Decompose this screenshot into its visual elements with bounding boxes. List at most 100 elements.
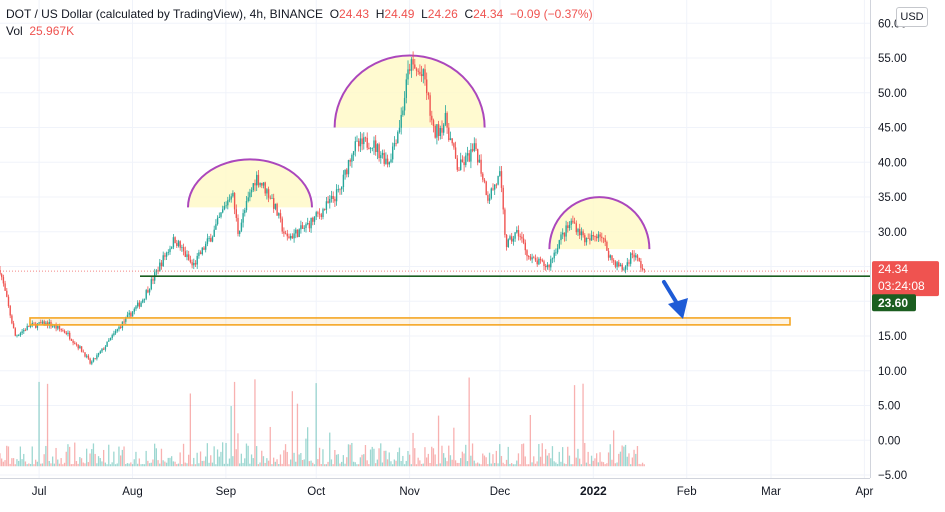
volume-bar bbox=[14, 464, 16, 467]
volume-bar bbox=[318, 447, 321, 467]
candle-body bbox=[509, 236, 511, 240]
volume-bar bbox=[72, 463, 74, 467]
candle-body bbox=[346, 169, 348, 175]
candle-body bbox=[397, 132, 399, 143]
candle-body bbox=[315, 212, 317, 217]
volume-bar bbox=[288, 464, 290, 467]
candle-body bbox=[613, 260, 615, 262]
volume-bar bbox=[130, 462, 132, 467]
volume-bar bbox=[439, 463, 441, 467]
volume-bar bbox=[471, 443, 474, 467]
volume-bar bbox=[451, 459, 453, 467]
volume-bar bbox=[205, 456, 207, 467]
candle-body bbox=[63, 330, 66, 333]
currency-button[interactable]: USD bbox=[896, 7, 928, 27]
candle-body bbox=[616, 262, 618, 267]
candle-body bbox=[606, 241, 608, 251]
candle-body bbox=[33, 322, 35, 324]
symbol-title[interactable]: DOT / US Dollar (calculated by TradingVi… bbox=[6, 7, 324, 21]
time-tick-label: Apr bbox=[855, 486, 873, 498]
volume-bar bbox=[225, 442, 227, 467]
volume-bar bbox=[53, 463, 55, 467]
volume-bar bbox=[218, 456, 220, 467]
price-tick-label: 45.00 bbox=[878, 123, 907, 135]
candle-body bbox=[58, 325, 61, 329]
volume-bar bbox=[490, 463, 492, 467]
volume-bar bbox=[414, 448, 416, 467]
time-axis[interactable]: Jul Aug Sep Oct Nov Dec 2022 Feb Mar Apr bbox=[32, 484, 874, 498]
price-axis[interactable]: 60.0055.0050.0045.0040.0035.0030.0025.00… bbox=[878, 18, 907, 482]
candle-body bbox=[322, 209, 324, 217]
open-label: O bbox=[329, 7, 340, 21]
candle-body bbox=[453, 143, 455, 148]
volume-bar bbox=[308, 461, 310, 467]
candle-body bbox=[40, 322, 42, 324]
volume-bar bbox=[623, 446, 625, 467]
candle-body bbox=[198, 252, 200, 256]
volume-bar bbox=[43, 454, 45, 467]
candle-body bbox=[378, 144, 380, 159]
candle-body bbox=[505, 234, 508, 248]
candle-body bbox=[193, 262, 195, 266]
volume-bar bbox=[521, 444, 523, 467]
volume-bar bbox=[492, 454, 494, 467]
candle-body bbox=[577, 229, 579, 233]
volume-bar bbox=[621, 445, 623, 467]
volume-bar bbox=[82, 462, 84, 467]
left-shoulder-pattern-arc bbox=[186, 158, 313, 208]
volume-bar bbox=[189, 393, 191, 467]
right-shoulder-pattern-arc bbox=[548, 196, 651, 250]
candle-body bbox=[111, 335, 113, 338]
volume-bar bbox=[181, 464, 183, 467]
candle-body bbox=[196, 255, 198, 265]
candle-body bbox=[556, 248, 559, 253]
open-value: 24.43 bbox=[339, 7, 370, 21]
volume-bar bbox=[626, 456, 628, 467]
candle-body bbox=[358, 140, 360, 147]
volume-bar bbox=[36, 461, 38, 467]
volume-bar bbox=[358, 464, 360, 467]
volume-bar bbox=[249, 463, 251, 467]
candle-body bbox=[580, 231, 583, 236]
candle-body bbox=[52, 326, 54, 328]
candle-body bbox=[558, 240, 560, 249]
volume-bar bbox=[211, 462, 214, 467]
candle-body bbox=[611, 255, 613, 261]
candle-body bbox=[555, 252, 557, 254]
candle-body bbox=[256, 174, 258, 186]
volume-bar bbox=[475, 463, 477, 467]
candle-body bbox=[526, 250, 528, 257]
candle-body bbox=[630, 253, 632, 264]
candle-body bbox=[120, 326, 122, 328]
volume-bar bbox=[454, 460, 457, 467]
volume-bar bbox=[602, 462, 605, 467]
candle-body bbox=[162, 255, 164, 267]
candle-body bbox=[359, 138, 362, 147]
volume-bar bbox=[52, 456, 54, 467]
volume-bar bbox=[363, 454, 365, 467]
volume-bar bbox=[507, 446, 509, 467]
volume-bar bbox=[233, 381, 236, 467]
volume-bar bbox=[458, 462, 460, 467]
candle-body bbox=[225, 205, 227, 207]
volume-bar bbox=[330, 459, 333, 467]
candle-body bbox=[534, 258, 537, 261]
volume-bar bbox=[38, 381, 40, 467]
volume-bar bbox=[582, 383, 584, 467]
volume-bar bbox=[378, 448, 380, 467]
volume-bar bbox=[545, 449, 547, 467]
candle-body bbox=[470, 149, 472, 162]
candle-body bbox=[290, 235, 292, 239]
candle-body bbox=[257, 174, 260, 186]
candle-body bbox=[448, 127, 450, 140]
volume-bar bbox=[273, 457, 275, 467]
candle-body bbox=[490, 188, 492, 199]
candle-body bbox=[553, 252, 555, 259]
candle-body bbox=[368, 147, 370, 149]
candle-body bbox=[636, 255, 639, 258]
volume-bar bbox=[79, 457, 81, 467]
candle-body bbox=[405, 79, 407, 98]
volume-bar bbox=[198, 463, 200, 467]
candle-body bbox=[601, 236, 603, 238]
